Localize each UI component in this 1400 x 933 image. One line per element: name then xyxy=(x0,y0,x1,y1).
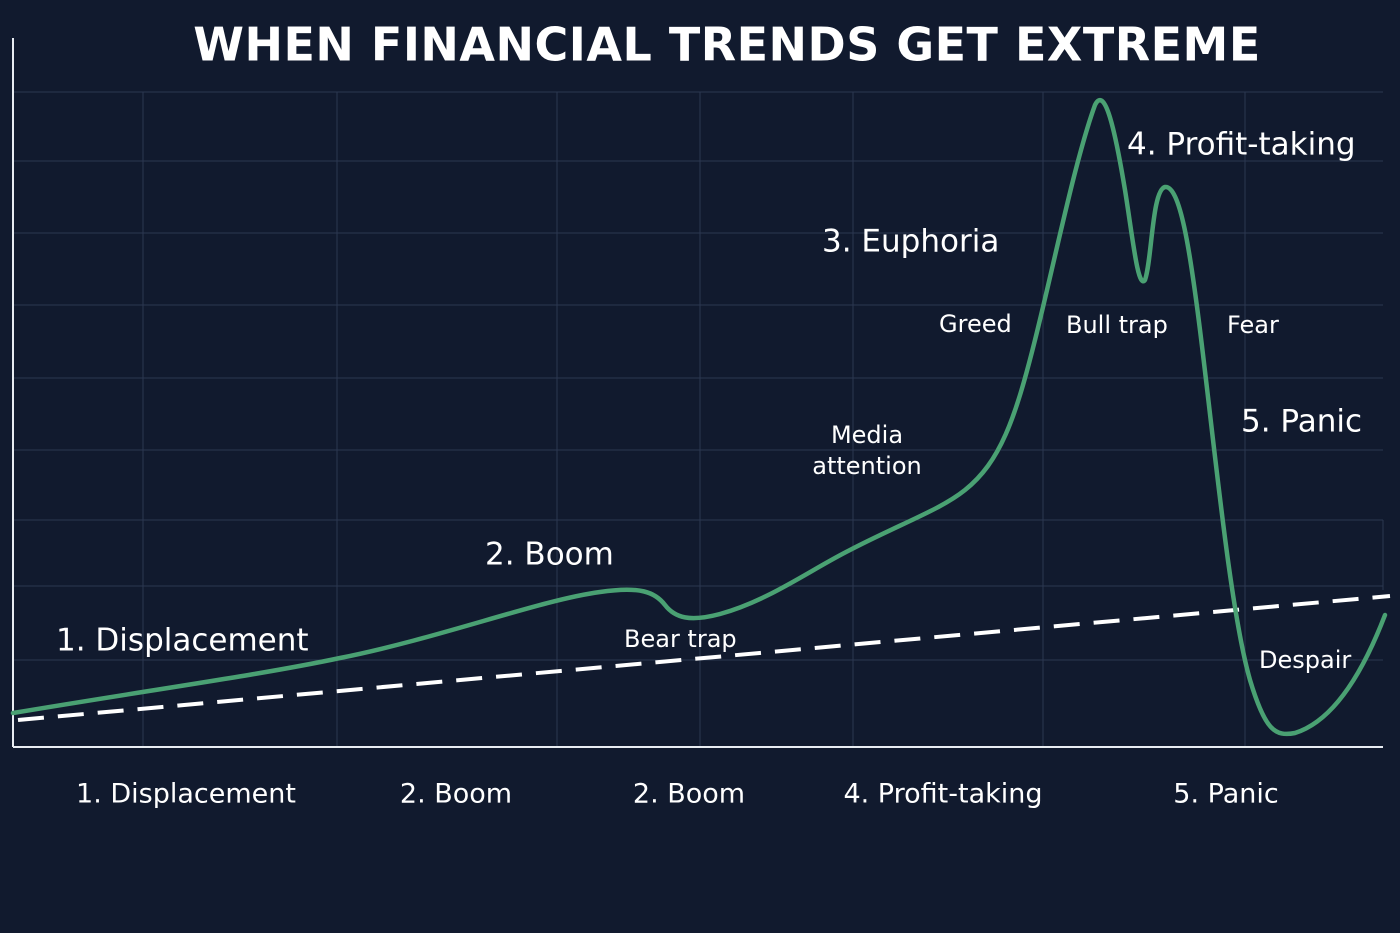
x-label: 2. Boom xyxy=(633,779,745,810)
annotation: Greed xyxy=(939,310,1012,338)
annotation: Fear xyxy=(1227,311,1279,339)
title: WHEN FINANCIAL TRENDS GET EXTREME xyxy=(193,18,1261,72)
annotation: 3. Euphoria xyxy=(822,224,999,260)
annotation: 1. Displacement xyxy=(56,623,309,659)
x-label: 4. Profit-taking xyxy=(843,779,1042,810)
x-label: 1. Displacement xyxy=(76,779,296,810)
annotation: attention xyxy=(812,452,921,480)
annotation: Despair xyxy=(1259,646,1351,674)
annotation: 2. Boom xyxy=(485,537,614,573)
x-label: 5. Panic xyxy=(1173,779,1278,810)
annotation: 5. Panic xyxy=(1241,404,1362,440)
grid xyxy=(13,91,1384,747)
annotation: Bear trap xyxy=(624,625,737,653)
annotation: Bull trap xyxy=(1066,311,1168,339)
x-label: 2. Boom xyxy=(400,779,512,810)
trend-line xyxy=(17,594,1391,722)
annotation: 4. Profit-taking xyxy=(1127,127,1356,163)
trend-curve xyxy=(10,97,1388,737)
annotation: Media xyxy=(831,421,903,449)
